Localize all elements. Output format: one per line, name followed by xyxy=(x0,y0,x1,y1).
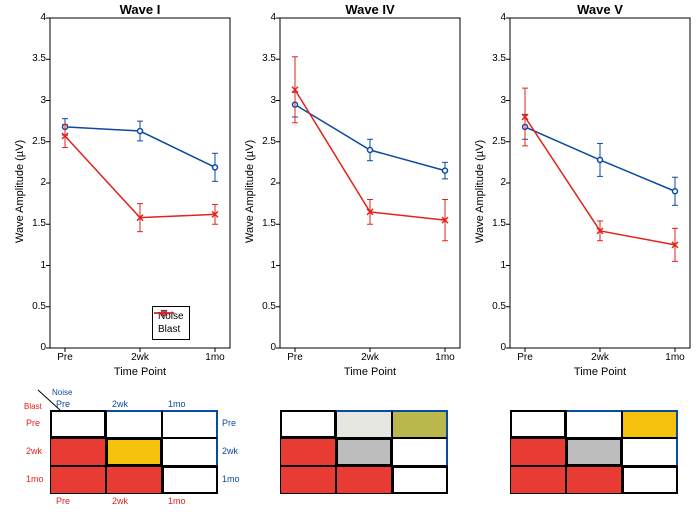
matrix-col-label: 1mo xyxy=(168,399,186,409)
ylabel: Wave Amplitude (µV) xyxy=(14,140,26,243)
ytick: 0.5 xyxy=(480,301,506,312)
matrix-cell xyxy=(280,410,336,438)
matrix-cell xyxy=(280,438,336,466)
xlabel: Time Point xyxy=(50,366,230,378)
matrix-col-label-bottom: Pre xyxy=(56,496,70,506)
matrix-cell xyxy=(106,466,162,494)
xtick: 1mo xyxy=(200,352,230,363)
ytick: 3 xyxy=(480,95,506,106)
matrix-cell xyxy=(336,466,392,494)
xtick: 2wk xyxy=(125,352,155,363)
matrix-cell xyxy=(510,410,566,438)
ytick: 1 xyxy=(480,260,506,271)
xtick: 1mo xyxy=(660,352,690,363)
matrix-cell xyxy=(392,438,448,466)
matrix-cell xyxy=(392,466,448,494)
matrix-cell xyxy=(392,410,448,438)
chart-panel-wave1 xyxy=(50,18,230,348)
xlabel: Time Point xyxy=(280,366,460,378)
matrix-cell xyxy=(162,466,218,494)
matrix-cell xyxy=(566,466,622,494)
matrix-diag-blast: Blast xyxy=(24,402,42,411)
xtick: Pre xyxy=(50,352,80,363)
ytick: 0 xyxy=(250,342,276,353)
matrix-row-label-right: 2wk xyxy=(222,446,238,456)
ytick: 3.5 xyxy=(480,53,506,64)
ylabel: Wave Amplitude (µV) xyxy=(474,140,486,243)
legend: NoiseBlast xyxy=(152,306,190,340)
matrix-cell xyxy=(50,410,106,438)
matrix-row-label: 2wk xyxy=(26,446,42,456)
matrix-cell xyxy=(50,466,106,494)
xtick: 1mo xyxy=(430,352,460,363)
matrix-cell xyxy=(510,438,566,466)
panel-title: Wave V xyxy=(510,2,690,17)
matrix-cell xyxy=(162,410,218,438)
matrix-cell xyxy=(162,438,218,466)
legend-label: Blast xyxy=(158,323,180,336)
ytick: 4 xyxy=(20,12,46,23)
matrix-diag-noise: Noise xyxy=(52,388,72,397)
matrix-row-label: 1mo xyxy=(26,474,44,484)
matrix-cell xyxy=(106,438,162,466)
plot-svg xyxy=(510,18,690,348)
ytick: 0 xyxy=(480,342,506,353)
ytick: 3.5 xyxy=(20,53,46,64)
matrix-col-label: 2wk xyxy=(112,399,128,409)
panel-title: Wave IV xyxy=(280,2,460,17)
matrix-cell xyxy=(622,410,678,438)
matrix-cell xyxy=(566,410,622,438)
matrix-cell xyxy=(106,410,162,438)
matrix-col-label-bottom: 1mo xyxy=(168,496,186,506)
ytick: 3 xyxy=(20,95,46,106)
xtick: 2wk xyxy=(355,352,385,363)
xtick: Pre xyxy=(280,352,310,363)
ytick: 4 xyxy=(480,12,506,23)
matrix-row-label: Pre xyxy=(26,418,40,428)
ytick: 0.5 xyxy=(20,301,46,312)
xtick: 2wk xyxy=(585,352,615,363)
chart-panel-wave4 xyxy=(280,18,460,348)
chart-panel-wave5 xyxy=(510,18,690,348)
matrix-cell xyxy=(510,466,566,494)
ytick: 4 xyxy=(250,12,276,23)
ylabel: Wave Amplitude (µV) xyxy=(244,140,256,243)
matrix-cell xyxy=(566,438,622,466)
matrix-cell xyxy=(280,466,336,494)
matrix-row-label-right: 1mo xyxy=(222,474,240,484)
xtick: Pre xyxy=(510,352,540,363)
matrix-cell xyxy=(50,438,106,466)
plot-svg xyxy=(50,18,230,348)
ytick: 3 xyxy=(250,95,276,106)
matrix-cell xyxy=(336,410,392,438)
xlabel: Time Point xyxy=(510,366,690,378)
matrix-cell xyxy=(622,438,678,466)
ytick: 0.5 xyxy=(250,301,276,312)
panel-title: Wave I xyxy=(50,2,230,17)
ytick: 1 xyxy=(20,260,46,271)
ytick: 0 xyxy=(20,342,46,353)
ytick: 1 xyxy=(250,260,276,271)
matrix-cell xyxy=(336,438,392,466)
matrix-cell xyxy=(622,466,678,494)
plot-svg xyxy=(280,18,460,348)
ytick: 3.5 xyxy=(250,53,276,64)
matrix-col-label-bottom: 2wk xyxy=(112,496,128,506)
matrix-row-label-right: Pre xyxy=(222,418,236,428)
